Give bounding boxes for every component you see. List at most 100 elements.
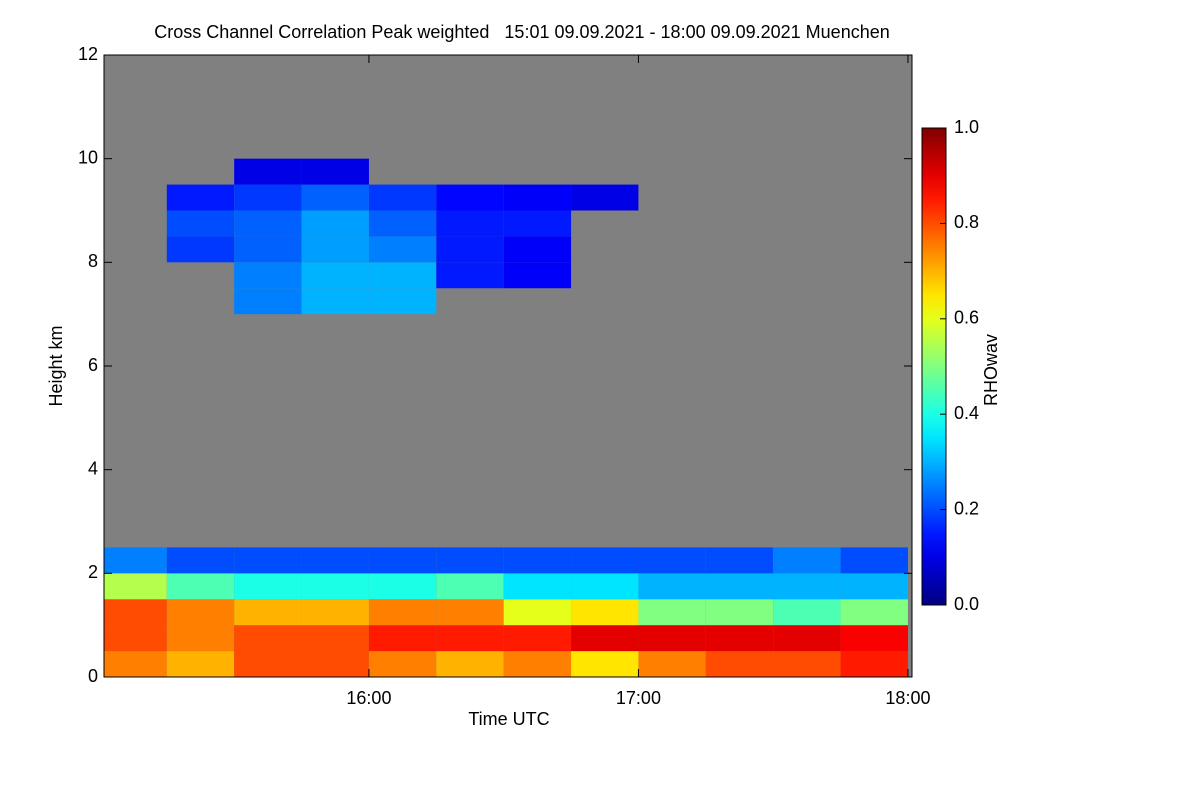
heatmap-cell — [840, 651, 908, 677]
heatmap-cell — [840, 573, 908, 600]
heatmap-cell — [368, 625, 437, 652]
x-tick-label: 16:00 — [346, 688, 391, 708]
colorbar-tick-label: 0.6 — [954, 308, 979, 328]
colorbar-label: RHOwav — [981, 334, 1001, 406]
heatmap-cell — [368, 288, 437, 315]
heatmap-cell — [638, 599, 706, 626]
heatmap-cell — [638, 651, 706, 677]
heatmap-cell — [503, 210, 572, 237]
heatmap-cell — [368, 210, 437, 237]
heatmap-cell — [503, 599, 572, 626]
heatmap-cell — [234, 184, 302, 211]
heatmap-cell — [234, 210, 302, 237]
heatmap-cell — [705, 573, 774, 600]
heatmap-cell — [166, 210, 235, 237]
heatmap-cell — [773, 625, 841, 652]
heatmap-cell — [234, 599, 302, 626]
heatmap-cell — [234, 573, 302, 600]
heatmap-cell — [368, 599, 437, 626]
heatmap-cell — [166, 547, 235, 574]
x-tick-label: 17:00 — [616, 688, 661, 708]
heatmap-cell — [368, 573, 437, 600]
heatmap-cell — [166, 651, 235, 677]
heatmap-cell — [503, 262, 572, 289]
heatmap-cell — [166, 236, 235, 263]
heatmap-cell — [234, 651, 302, 677]
heatmap-cell — [571, 547, 639, 574]
chart-title: Cross Channel Correlation Peak weighted … — [154, 22, 890, 42]
colorbar-tick-label: 0.8 — [954, 212, 979, 232]
heatmap-cell — [436, 262, 504, 289]
colorbar-tick-label: 0.2 — [954, 498, 979, 518]
heatmap-cell — [571, 184, 639, 211]
heatmap-cell — [104, 599, 167, 626]
heatmap-cell — [503, 184, 572, 211]
heatmap-cell — [301, 625, 369, 652]
heatmap-cell — [234, 262, 302, 289]
heatmap-cell — [301, 210, 369, 237]
heatmap-cell — [301, 184, 369, 211]
heatmap-cell — [705, 625, 774, 652]
x-tick-label: 18:00 — [885, 688, 930, 708]
heatmap-cell — [234, 288, 302, 315]
heatmap-cell — [503, 651, 572, 677]
heatmap-cell — [301, 651, 369, 677]
heatmap-cell — [234, 547, 302, 574]
y-tick-label: 0 — [88, 666, 98, 686]
heatmap-cell — [368, 236, 437, 263]
heatmap-cell — [104, 573, 167, 600]
y-tick-label: 4 — [88, 458, 98, 478]
heatmap-cell — [104, 625, 167, 652]
colorbar-tick-label: 1.0 — [954, 117, 979, 137]
heatmap-cell — [301, 288, 369, 315]
heatmap-cell — [104, 547, 167, 574]
y-tick-label: 2 — [88, 562, 98, 582]
colorbar-tick-label: 0.4 — [954, 403, 979, 423]
heatmap-cell — [104, 651, 167, 677]
heatmap-cell — [436, 184, 504, 211]
heatmap-cell — [571, 573, 639, 600]
heatmap-cell — [773, 599, 841, 626]
heatmap-cell — [571, 625, 639, 652]
heatmap-cell — [368, 184, 437, 211]
heatmap-cell — [773, 573, 841, 600]
heatmap-cell — [503, 547, 572, 574]
heatmap-cell — [166, 625, 235, 652]
heatmap-cell — [368, 262, 437, 289]
heatmap-cell — [301, 599, 369, 626]
heatmap-cell — [436, 625, 504, 652]
heatmap-cell — [234, 236, 302, 263]
heatmap-cell — [773, 547, 841, 574]
heatmap-cell — [840, 547, 908, 574]
heatmap-cell — [166, 599, 235, 626]
heatmap-cell — [638, 547, 706, 574]
heatmap-cell — [166, 573, 235, 600]
heatmap-cell — [705, 651, 774, 677]
heatmap-cell — [436, 599, 504, 626]
heatmap-cell — [638, 625, 706, 652]
colorbar — [921, 127, 947, 606]
heatmap-cell — [436, 210, 504, 237]
heatmap-cell — [503, 573, 572, 600]
heatmap-cell — [840, 625, 908, 652]
heatmap-cell — [234, 158, 302, 185]
heatmap-cell — [773, 651, 841, 677]
y-tick-label: 10 — [78, 147, 98, 167]
y-tick-label: 8 — [88, 251, 98, 271]
heatmap-cell — [301, 262, 369, 289]
heatmap-cell — [436, 547, 504, 574]
heatmap-cell — [301, 547, 369, 574]
heatmap-cell — [301, 236, 369, 263]
heatmap-cell — [234, 625, 302, 652]
y-axis-label: Height km — [46, 325, 66, 406]
heatmap-cell — [301, 158, 369, 185]
heatmap-cell — [436, 573, 504, 600]
y-tick-label: 6 — [88, 355, 98, 375]
heatmap-cell — [436, 651, 504, 677]
heatmap-cell — [436, 236, 504, 263]
heatmap-cell — [503, 236, 572, 263]
heatmap-cell — [166, 184, 235, 211]
x-axis-label: Time UTC — [468, 709, 549, 729]
heatmap-cell — [840, 599, 908, 626]
